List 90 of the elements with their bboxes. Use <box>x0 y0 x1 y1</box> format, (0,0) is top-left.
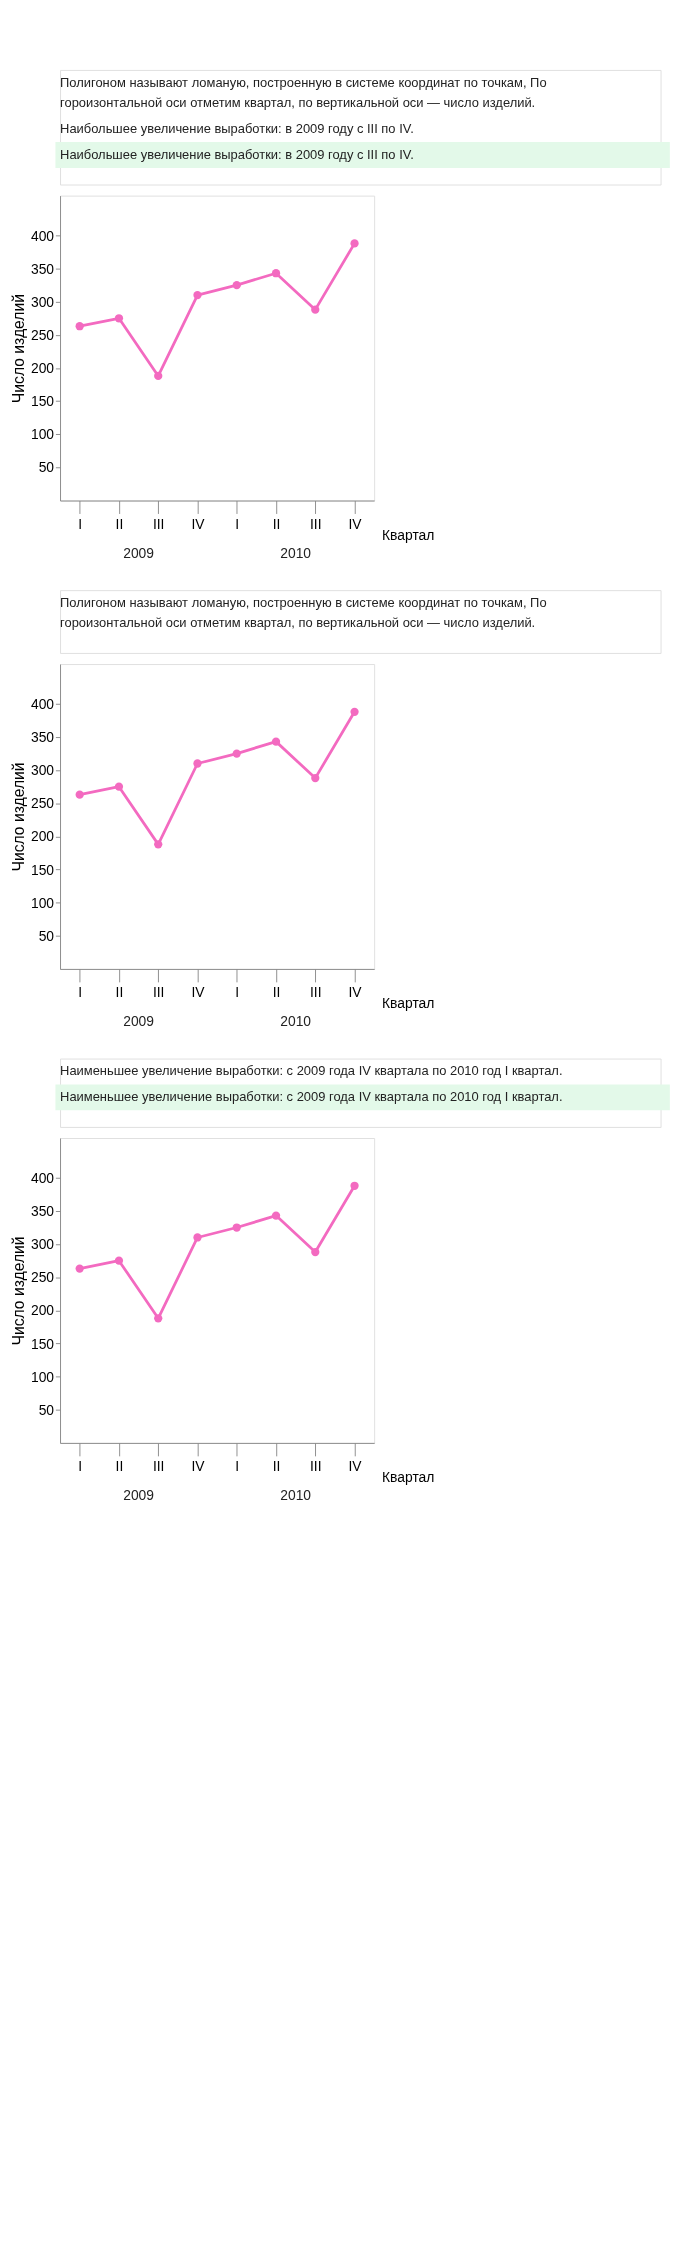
x-tick-label: II <box>272 1458 281 1475</box>
point <box>75 790 84 799</box>
x-tick-label: IV <box>348 984 363 1001</box>
text: 2009 <box>123 1487 155 1504</box>
y-tick-label: 400 <box>30 1169 55 1186</box>
x-tick-label: I <box>235 515 240 532</box>
y-tick-label: 150 <box>30 861 55 878</box>
y-tick-label: 200 <box>30 360 55 377</box>
point <box>350 239 359 248</box>
y-tick-label: 200 <box>30 828 55 845</box>
point <box>193 290 202 300</box>
y-tick-label: 200 <box>30 1302 55 1319</box>
x-axis-title: Квартал <box>382 526 435 543</box>
y-tick-label: 350 <box>30 260 55 277</box>
point <box>311 773 320 783</box>
point <box>114 1256 124 1265</box>
x-tick-label: II <box>115 1458 124 1475</box>
x-axis-title: Квартал <box>382 1469 435 1486</box>
x-tick-label: II <box>115 515 124 532</box>
x-tick-label: III <box>152 984 165 1001</box>
point <box>114 782 124 791</box>
y-tick-label: 50 <box>38 927 55 944</box>
y-axis-title: Число изделий <box>9 762 27 872</box>
x-tick-label: IV <box>348 515 363 532</box>
y-tick-label: 250 <box>30 1269 55 1286</box>
point <box>350 707 359 716</box>
point <box>232 1223 241 1232</box>
text: 2009 <box>123 1013 155 1030</box>
x-tick-label: III <box>309 984 322 1001</box>
chart-title: Полигоном называют ломаную, построенную в системе координат по точкам, По гороизонтальной оси отметим квартал, по вертикальной оси — число изделий. <box>60 594 547 631</box>
chart-subtitle: Наименьшее увеличение выработки: с 2009 года IV квартала по 2010 год I квартал. <box>60 1089 563 1105</box>
x-tick-label: I <box>235 984 240 1001</box>
x-tick-label: III <box>309 515 322 532</box>
chart-title: Полигоном называют ломаную, построенную в системе координат по точкам, По гороизонтальной оси отметим квартал, по вертикальной оси — число изделий. <box>60 74 547 110</box>
x-tick-label: II <box>272 515 281 532</box>
y-tick-label: 250 <box>30 326 55 343</box>
text: 2010 <box>280 1487 312 1504</box>
x-tick-label: IV <box>191 1458 206 1475</box>
point <box>271 737 281 746</box>
x-tick-label: III <box>152 515 165 532</box>
point <box>232 281 241 290</box>
point <box>232 749 241 758</box>
y-axis-title: Число изделий <box>9 1236 27 1346</box>
y-tick-label: 100 <box>30 1368 55 1385</box>
text: Наибольшее увеличение выработки: в 2009 году с III по IV. <box>60 120 414 136</box>
y-tick-label: 150 <box>30 393 55 410</box>
chart-subtitle: Наибольшее увеличение выработки: в 2009 году с III по IV. <box>60 146 414 162</box>
y-tick-label: 50 <box>38 1401 55 1418</box>
y-tick-label: 350 <box>30 1203 55 1220</box>
text: Наименьшее увеличение выработки: с 2009 года IV квартала по 2010 год I квартал. <box>60 1063 563 1079</box>
text: 2010 <box>280 544 312 561</box>
point <box>350 1181 359 1190</box>
point <box>271 1211 281 1220</box>
y-tick-label: 150 <box>30 1335 55 1352</box>
y-tick-label: 50 <box>38 459 55 476</box>
point <box>311 305 320 314</box>
y-tick-label: 300 <box>30 293 55 310</box>
x-tick-label: IV <box>191 984 206 1001</box>
y-tick-label: 350 <box>30 729 55 746</box>
point <box>193 759 202 768</box>
x-axis-title: Квартал <box>382 995 435 1012</box>
x-tick-label: I <box>235 1458 240 1475</box>
point <box>311 1247 320 1257</box>
point <box>154 1314 163 1323</box>
y-axis-title: Число изделий <box>9 294 27 404</box>
y-tick-label: 400 <box>30 227 55 244</box>
text: 2009 <box>123 544 155 561</box>
point <box>271 269 281 278</box>
text: 2010 <box>280 1013 312 1030</box>
x-tick-label: IV <box>348 1458 363 1475</box>
y-tick-label: 100 <box>30 894 55 911</box>
point <box>154 371 163 381</box>
y-tick-label: 300 <box>30 762 55 779</box>
y-tick-label: 300 <box>30 1236 55 1253</box>
y-tick-label: 400 <box>30 695 55 712</box>
point <box>114 314 124 323</box>
x-tick-label: II <box>272 984 281 1001</box>
point <box>154 840 163 849</box>
point <box>75 322 84 331</box>
x-tick-label: III <box>309 1458 322 1475</box>
point <box>193 1233 202 1242</box>
x-tick-label: I <box>78 984 83 1001</box>
x-tick-label: II <box>115 984 124 1001</box>
x-tick-label: IV <box>191 515 206 532</box>
y-tick-label: 250 <box>30 795 55 812</box>
y-tick-label: 100 <box>30 426 55 443</box>
point <box>75 1264 84 1273</box>
x-tick-label: I <box>78 515 83 532</box>
x-tick-label: III <box>152 1458 165 1475</box>
x-tick-label: I <box>78 1458 83 1475</box>
